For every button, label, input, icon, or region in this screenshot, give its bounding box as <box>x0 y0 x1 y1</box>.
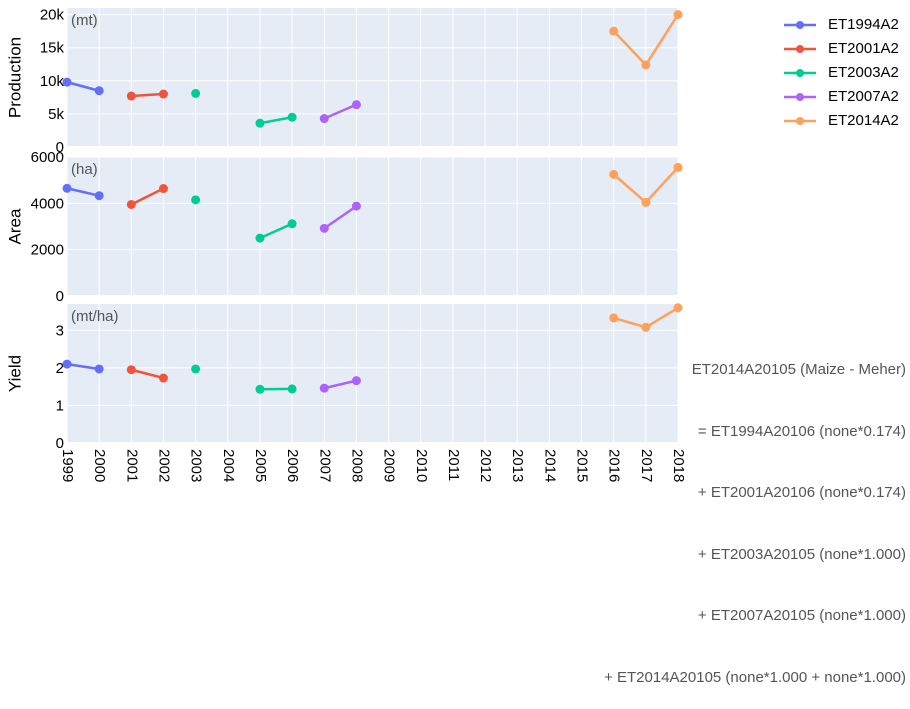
legend: ET1994A2 ET2001A2 ET2003A2 ET2007A2 ET20… <box>778 14 908 134</box>
y-tick-label: 1 <box>56 397 64 414</box>
legend-swatch <box>778 62 822 86</box>
data-point <box>288 219 297 228</box>
x-tick-label: 2004 <box>220 449 237 482</box>
legend-swatch <box>778 14 822 38</box>
panel-area: 0 2000 4000 6000 Area (ha) <box>5 149 682 305</box>
formula-annotation: ET2014A20105 (Maize - Meher) = ET1994A20… <box>604 319 906 709</box>
data-point <box>320 224 329 233</box>
unit-label: (mt) <box>71 12 98 29</box>
y-tick-label: 10k <box>40 73 65 90</box>
data-point <box>63 184 72 193</box>
data-point <box>320 384 329 393</box>
x-tick-label: 2015 <box>574 449 591 482</box>
data-point <box>159 90 168 99</box>
x-tick-label: 2008 <box>348 449 365 482</box>
x-tick-label: 2014 <box>541 449 558 482</box>
x-tick-label: 2002 <box>156 449 173 482</box>
data-point <box>63 78 72 87</box>
data-point <box>352 100 361 109</box>
data-point <box>609 27 618 36</box>
data-point <box>191 89 200 98</box>
plot-background <box>67 304 678 443</box>
y-axis-title: Production <box>5 37 24 118</box>
data-point <box>288 384 297 393</box>
legend-label: ET2014A2 <box>828 112 899 129</box>
data-point <box>63 360 72 369</box>
data-point <box>609 170 618 179</box>
data-point <box>674 163 683 172</box>
data-point <box>641 198 650 207</box>
data-point <box>159 374 168 383</box>
x-tick-label: 2006 <box>284 449 301 482</box>
legend-item-et2007a2[interactable]: ET2007A2 <box>778 86 908 110</box>
annotation-line: + ET2014A20105 (none*1.000 + none*1.000) <box>604 668 906 689</box>
data-point <box>95 191 104 200</box>
data-point <box>127 365 136 374</box>
data-point <box>95 364 104 373</box>
data-point <box>320 114 329 123</box>
unit-label: (ha) <box>71 161 98 178</box>
data-point <box>352 202 361 211</box>
data-point <box>255 119 264 128</box>
x-tick-label: 2007 <box>316 449 333 482</box>
legend-item-et2001a2[interactable]: ET2001A2 <box>778 38 908 62</box>
data-point <box>127 92 136 101</box>
plot-background <box>67 8 678 147</box>
legend-item-et1994a2[interactable]: ET1994A2 <box>778 14 908 38</box>
x-tick-label: 1999 <box>59 449 76 482</box>
data-point <box>674 303 683 312</box>
y-axis-title: Yield <box>5 355 24 392</box>
data-point <box>95 86 104 95</box>
data-point <box>255 385 264 394</box>
legend-item-et2003a2[interactable]: ET2003A2 <box>778 62 908 86</box>
x-tick-label: 2011 <box>445 449 462 481</box>
data-point <box>191 195 200 204</box>
annotation-line: ET2014A20105 (Maize - Meher) <box>604 360 906 381</box>
y-tick-label: 0 <box>56 288 64 305</box>
data-point <box>255 234 264 243</box>
legend-swatch <box>778 38 822 62</box>
legend-label: ET2003A2 <box>828 64 899 81</box>
y-tick-label: 2 <box>56 360 64 377</box>
data-point <box>159 184 168 193</box>
y-axis-title: Area <box>5 208 24 244</box>
unit-label: (mt/ha) <box>71 308 119 325</box>
y-tick-label: 4000 <box>31 195 64 212</box>
y-tick-label: 20k <box>40 7 65 24</box>
legend-label: ET2001A2 <box>828 40 899 57</box>
x-tick-label: 2013 <box>509 449 526 482</box>
legend-item-et2014a2[interactable]: ET2014A2 <box>778 110 908 134</box>
y-tick-label: 6000 <box>31 149 64 166</box>
x-tick-label: 2001 <box>123 449 140 482</box>
legend-label: ET2007A2 <box>828 88 899 105</box>
x-tick-label: 2003 <box>188 449 205 482</box>
data-point <box>127 200 136 209</box>
plot-background <box>67 157 678 296</box>
annotation-line: + ET2007A20105 (none*1.000) <box>604 606 906 627</box>
x-tick-label: 2000 <box>91 449 108 482</box>
y-tick-label: 3 <box>56 322 64 339</box>
data-point <box>288 113 297 122</box>
x-tick-label: 2012 <box>477 449 494 482</box>
data-point <box>641 60 650 69</box>
x-tick-label: 2010 <box>413 449 430 482</box>
annotation-line: + ET2003A20105 (none*1.000) <box>604 545 906 566</box>
legend-label: ET1994A2 <box>828 16 899 33</box>
annotation-line: + ET2001A20106 (none*0.174) <box>604 483 906 504</box>
y-tick-label: 15k <box>40 40 65 57</box>
data-point <box>191 364 200 373</box>
annotation-line: = ET1994A20106 (none*0.174) <box>604 422 906 443</box>
x-tick-label: 2009 <box>381 449 398 482</box>
x-tick-label: 2005 <box>252 449 269 482</box>
legend-swatch <box>778 86 822 110</box>
data-point <box>674 10 683 19</box>
data-point <box>352 376 361 385</box>
legend-swatch <box>778 110 822 134</box>
y-tick-label: 5k <box>48 106 64 123</box>
y-tick-label: 2000 <box>31 242 64 259</box>
